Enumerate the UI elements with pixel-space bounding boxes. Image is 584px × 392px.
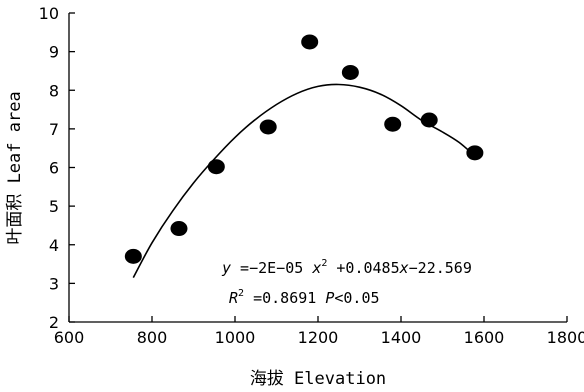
x-tick-label: 1200 <box>298 328 339 347</box>
eq-x-var-1: x <box>311 259 321 277</box>
regression-equation: y =−2E−05 x2 +0.0485x−22.569 <box>221 258 472 277</box>
x-ticks: 600 800 1000 1200 1400 1600 1800 <box>54 316 584 347</box>
y-tick-label: 9 <box>49 43 59 62</box>
data-point <box>341 64 359 80</box>
data-point <box>207 159 225 175</box>
y-tick-label: 3 <box>49 274 59 293</box>
eq-part-2: +0.0485 <box>327 259 399 277</box>
data-point <box>259 119 277 135</box>
p-value: <0.05 <box>334 289 379 307</box>
y-tick-label: 10 <box>39 4 59 23</box>
eq-y-var: y <box>221 259 231 277</box>
p-symbol: P <box>325 289 334 307</box>
r2-exponent: 2 <box>238 288 244 299</box>
x-tick-label: 1400 <box>381 328 422 347</box>
eq-x-var-2: x <box>399 259 409 277</box>
x-tick-label: 1600 <box>464 328 505 347</box>
x-axis-title: 海拔 Elevation <box>250 369 386 389</box>
y-tick-label: 5 <box>49 197 59 216</box>
data-point <box>466 145 484 161</box>
data-points <box>124 34 484 264</box>
data-point <box>170 221 188 237</box>
y-tick-label: 7 <box>49 120 59 139</box>
x-tick-label: 600 <box>54 328 85 347</box>
data-point <box>124 248 142 264</box>
y-axis-title: 叶面积 Leaf area <box>5 91 25 244</box>
plot-area: 600 800 1000 1200 1400 1600 1800 2 3 4 5 6 7 8 9 10 <box>39 4 584 347</box>
y-tick-label: 6 <box>49 159 59 178</box>
y-ticks: 2 3 4 5 6 7 8 9 10 <box>39 4 75 332</box>
fit-curve <box>132 83 476 278</box>
r-squared-annotation: R2 =0.8691 P<0.05 <box>229 288 380 307</box>
y-tick-label: 4 <box>49 236 59 255</box>
x-tick-label: 1800 <box>547 328 584 347</box>
data-point <box>301 34 319 50</box>
r2-r: R <box>229 289 238 307</box>
x-tick-label: 800 <box>137 328 168 347</box>
y-tick-label: 8 <box>49 81 59 100</box>
x-tick-label: 1000 <box>215 328 256 347</box>
r2-value: =0.8691 <box>244 289 325 307</box>
eq-part-1: =−2E−05 <box>231 259 312 277</box>
data-point <box>384 116 402 132</box>
eq-part-3: −22.569 <box>409 259 472 277</box>
eq-exponent: 2 <box>321 258 327 269</box>
y-tick-label: 2 <box>49 313 59 332</box>
data-point <box>420 112 438 128</box>
